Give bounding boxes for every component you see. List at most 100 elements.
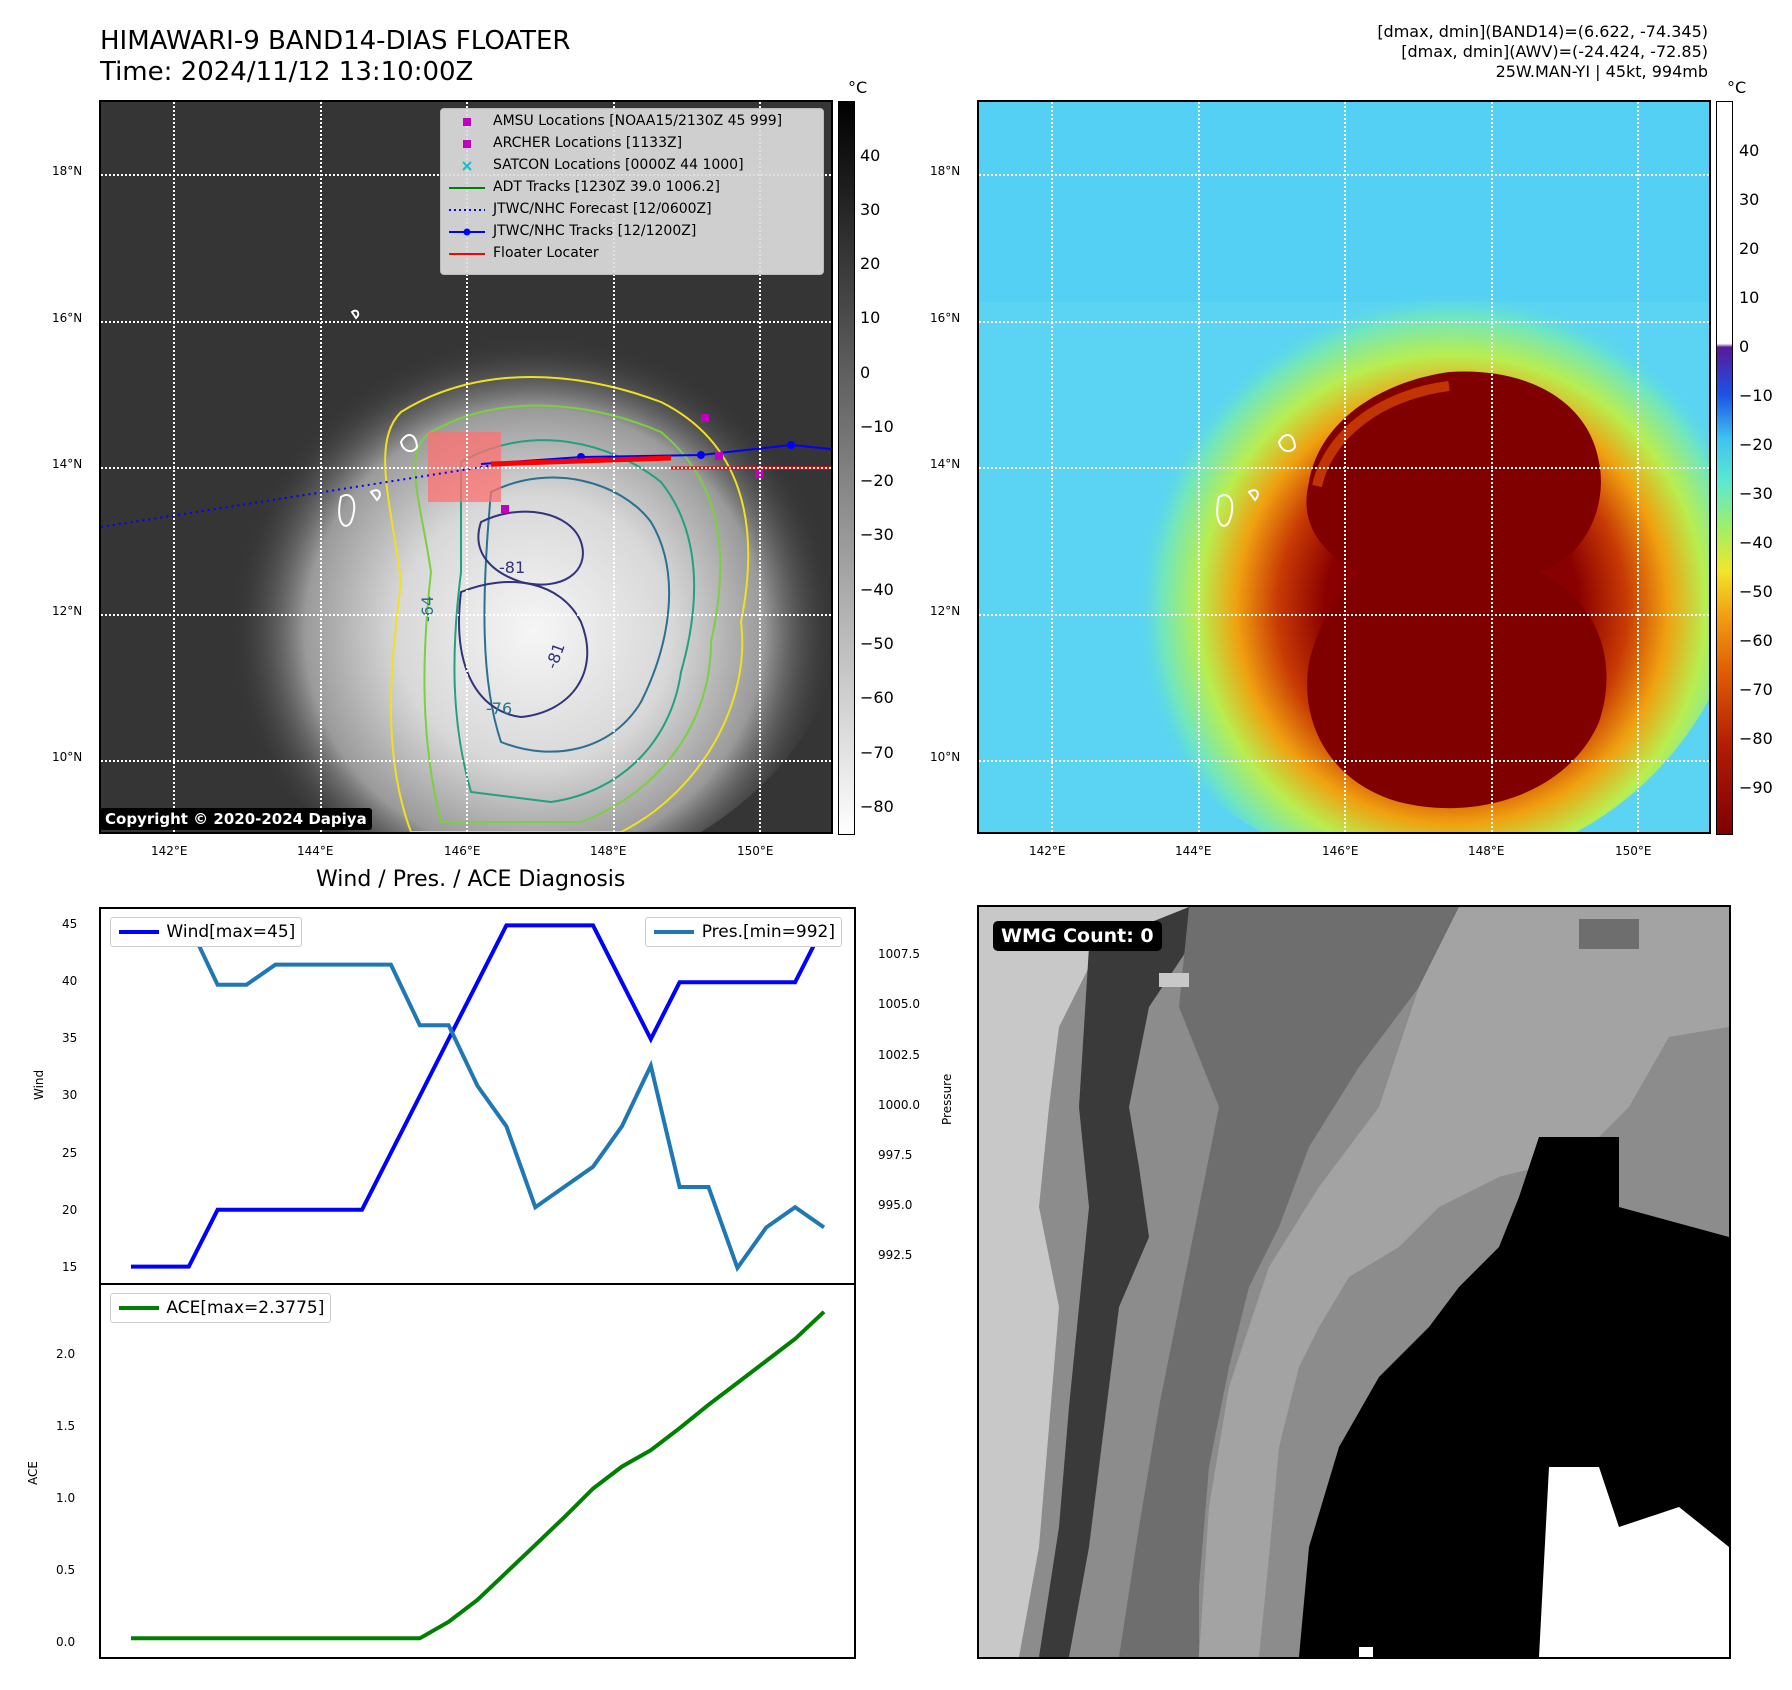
ace-tick: 0.5	[56, 1563, 76, 1577]
lon-tick: 144°E	[1175, 844, 1212, 858]
colorbar-tick: −50	[1739, 582, 1773, 601]
lon-tick: 150°E	[737, 844, 774, 858]
pressure-tick: 1005.0	[878, 997, 920, 1011]
color-colorbar	[1716, 101, 1733, 835]
legend-item: ADT Tracks [1230Z 39.0 1006.2]	[441, 177, 823, 199]
dotted-line-icon	[449, 209, 485, 211]
grid-line	[101, 321, 831, 323]
grid-line	[101, 760, 831, 762]
lon-tick: 148°E	[590, 844, 627, 858]
ace-axis-label: ACE	[26, 1461, 40, 1485]
wind-tick: 25	[62, 1146, 78, 1160]
ace-tick: 1.0	[56, 1491, 76, 1505]
pressure-axis-label: Pressure	[940, 1073, 954, 1125]
wind-axis-label: Wind	[32, 1069, 46, 1100]
colorbar-tick: −60	[1739, 631, 1773, 650]
colorbar-tick: −30	[860, 525, 894, 544]
pressure-tick: 1007.5	[878, 947, 920, 961]
legend-item: JTWC/NHC Tracks [12/1200Z]	[441, 221, 823, 243]
lon-tick: 144°E	[297, 844, 334, 858]
figure-title: HIMAWARI-9 BAND14-DIAS FLOATER Time: 202…	[100, 26, 570, 88]
colorbar-tick: −20	[1739, 435, 1773, 454]
ace-plot	[131, 1310, 826, 1641]
lat-tick: 18°N	[930, 164, 961, 178]
lat-tick: 16°N	[52, 311, 83, 325]
contour-label: -81	[499, 558, 525, 577]
pressure-tick: 995.0	[878, 1198, 913, 1212]
colorbar-tick: 10	[860, 308, 881, 327]
colorbar-unit: °C	[848, 78, 868, 97]
lon-tick: 142°E	[151, 844, 188, 858]
colorbar-tick: 20	[860, 254, 881, 273]
grid-line	[101, 467, 831, 469]
wind-tick: 40	[62, 974, 78, 988]
colorbar-tick: −80	[1739, 729, 1773, 748]
grid-line	[979, 321, 1709, 323]
grid-line	[979, 760, 1709, 762]
pressure-legend: Pres.[min=992]	[645, 917, 842, 947]
lon-tick: 146°E	[444, 844, 481, 858]
wind-tick: 20	[62, 1203, 78, 1217]
legend-item: SATCON Locations [0000Z 44 1000]	[441, 155, 823, 177]
diagnosis-title: Wind / Pres. / ACE Diagnosis	[316, 867, 626, 892]
colorbar-tick: −10	[1739, 386, 1773, 405]
wind-tick: 15	[62, 1260, 78, 1274]
legend-label: AMSU Locations [NOAA15/2130Z 45 999]	[493, 113, 783, 129]
square-marker-icon	[463, 118, 471, 126]
ace-legend: ACE[max=2.3775]	[110, 1293, 332, 1323]
lat-tick: 14°N	[930, 457, 961, 471]
wind-pressure-plot	[131, 922, 826, 1273]
lat-tick: 12°N	[52, 604, 83, 618]
colorbar-tick: −80	[860, 797, 894, 816]
ace-tick: 1.5	[56, 1419, 76, 1433]
line-icon	[119, 1306, 159, 1310]
lat-tick: 14°N	[52, 457, 83, 471]
pressure-tick: 997.5	[878, 1148, 913, 1162]
colorbar-tick: −20	[860, 471, 894, 490]
wind-tick: 35	[62, 1031, 78, 1045]
legend-label: Wind[max=45]	[166, 922, 296, 942]
legend-label: ACE[max=2.3775]	[166, 1298, 325, 1318]
square-marker-icon	[463, 140, 471, 148]
colorbar-tick: 40	[1739, 141, 1760, 160]
colorbar-tick: −70	[860, 743, 894, 762]
grid-line	[979, 174, 1709, 176]
line-dot-icon	[449, 228, 485, 236]
wind-tick: 45	[62, 917, 78, 931]
lon-tick: 150°E	[1615, 844, 1652, 858]
ir-colorbar	[838, 101, 855, 835]
grid-line	[101, 614, 831, 616]
line-icon	[449, 187, 485, 189]
colorbar-tick: 10	[1739, 288, 1760, 307]
line-icon	[449, 253, 485, 255]
colorbar-tick: 0	[860, 363, 871, 382]
ace-tick: 2.0	[56, 1347, 76, 1361]
pressure-tick: 1002.5	[878, 1048, 920, 1062]
legend-item: ARCHER Locations [1133Z]	[441, 133, 823, 155]
wmg-panel: WMG Count: 0	[977, 905, 1731, 1659]
legend-label: ADT Tracks [1230Z 39.0 1006.2]	[493, 179, 720, 195]
legend-item: AMSU Locations [NOAA15/2130Z 45 999]	[441, 111, 823, 133]
wmg-count-badge: WMG Count: 0	[993, 921, 1162, 951]
pressure-series-line	[131, 922, 826, 1273]
contour-label: -64	[418, 596, 437, 622]
pressure-tick: 1000.0	[878, 1098, 920, 1112]
lat-tick: 10°N	[930, 750, 961, 764]
ace-series-line	[131, 1310, 826, 1641]
lat-tick: 18°N	[52, 164, 83, 178]
x-marker-icon	[462, 161, 472, 171]
wind-legend: Wind[max=45]	[110, 917, 303, 947]
line-icon	[119, 930, 159, 934]
lat-tick: 16°N	[930, 311, 961, 325]
colorbar-tick: −70	[1739, 680, 1773, 699]
colorbar-tick: 20	[1739, 239, 1760, 258]
legend-label: SATCON Locations [0000Z 44 1000]	[493, 157, 744, 173]
wind-series-line	[131, 923, 826, 1269]
title-line-2: Time: 2024/11/12 13:10:00Z	[100, 57, 474, 87]
colorbar-tick: −50	[860, 634, 894, 653]
info-line-1: [dmax, dmin](BAND14)=(6.622, -74.345)	[1377, 22, 1708, 41]
grid-line	[979, 467, 1709, 469]
colorbar-tick: 30	[860, 200, 881, 219]
colorbar-unit: °C	[1727, 78, 1747, 97]
pressure-tick: 992.5	[878, 1248, 913, 1262]
